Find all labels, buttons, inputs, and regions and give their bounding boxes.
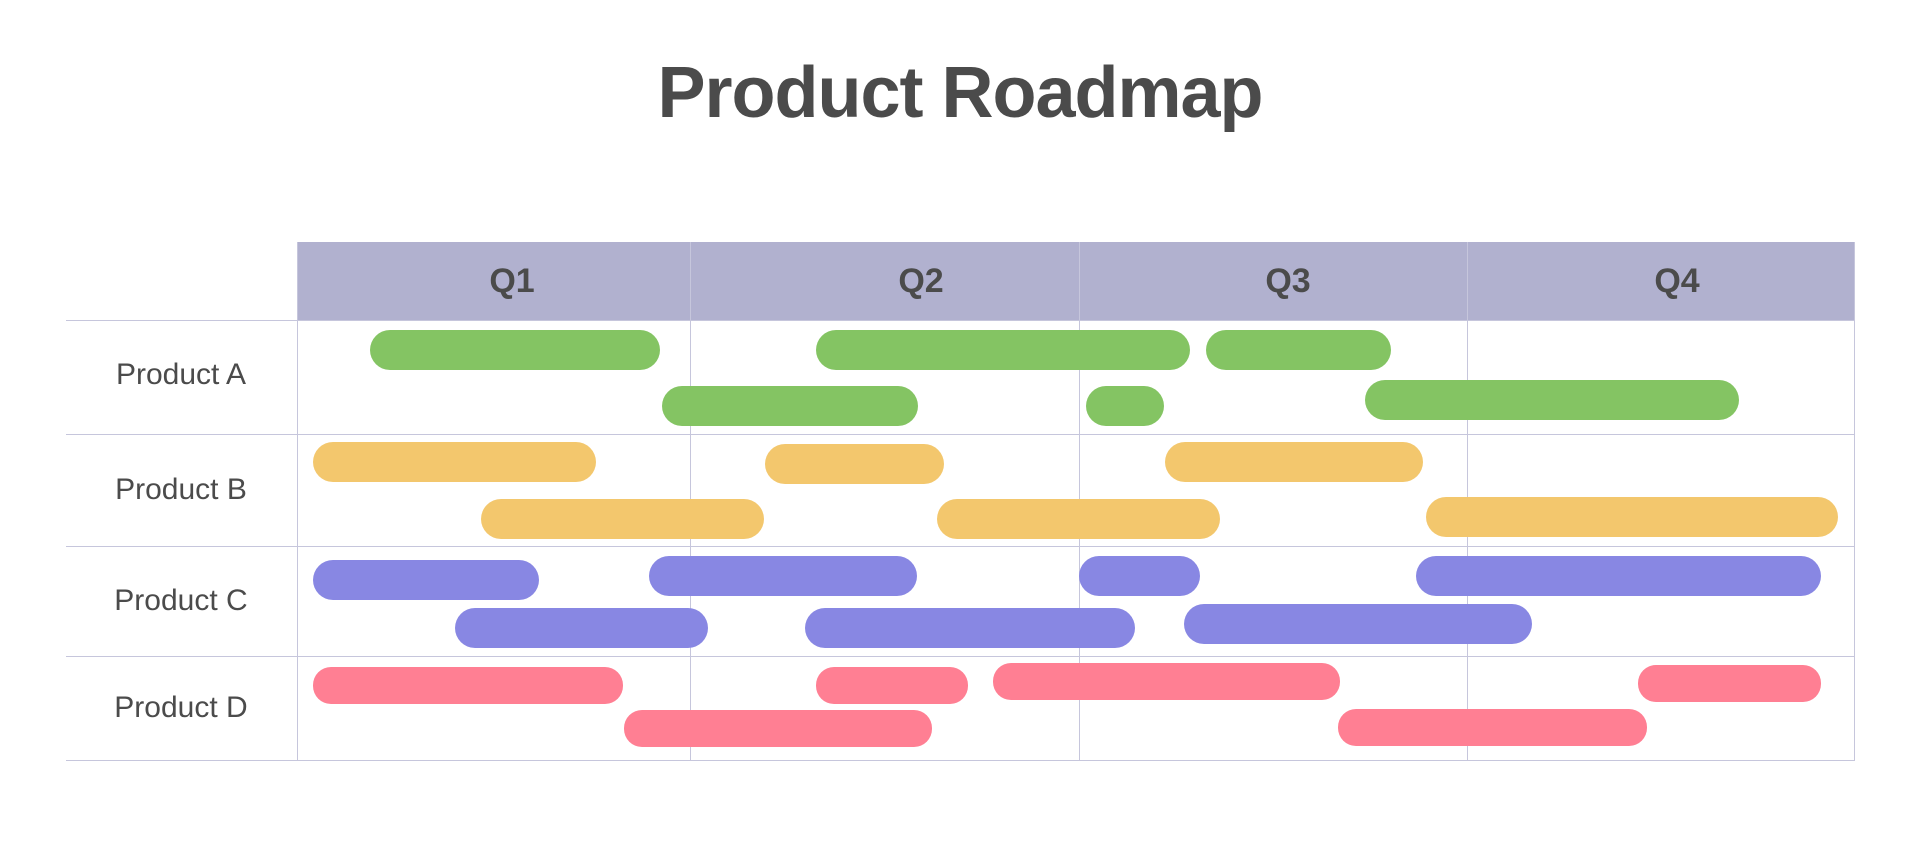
roadmap-bar-product-b[interactable] — [1165, 442, 1423, 482]
roadmap-bar-product-b[interactable] — [313, 442, 596, 482]
roadmap-bar-product-b[interactable] — [481, 499, 764, 539]
roadmap-bar-product-c[interactable] — [313, 560, 539, 600]
roadmap-bar-product-c[interactable] — [805, 608, 1135, 648]
grid-line — [66, 320, 1855, 321]
roadmap-bar-product-a[interactable] — [1365, 380, 1739, 420]
row-label-product-c: Product C — [114, 584, 248, 617]
quarter-q1-label: Q1 — [489, 262, 535, 300]
row-label-product-a: Product A — [115, 358, 247, 391]
grid-line — [1854, 242, 1855, 761]
grid-line — [66, 760, 1855, 761]
roadmap-bar-product-a[interactable] — [1206, 330, 1391, 370]
roadmap-bar-product-d[interactable] — [624, 710, 932, 747]
roadmap-bar-product-a[interactable] — [1086, 386, 1164, 426]
roadmap-bar-product-d[interactable] — [816, 667, 968, 704]
roadmap-bar-product-b[interactable] — [937, 499, 1220, 539]
grid-line — [297, 242, 298, 761]
roadmap-bar-product-b[interactable] — [765, 444, 944, 484]
page-title: Product Roadmap — [657, 53, 1263, 133]
roadmap-bar-product-c[interactable] — [1416, 556, 1821, 596]
roadmap-bar-product-c[interactable] — [1079, 556, 1200, 596]
roadmap-bar-product-d[interactable] — [1338, 709, 1647, 746]
roadmap-bar-product-d[interactable] — [313, 667, 623, 704]
grid-line — [66, 546, 1855, 547]
quarter-q4-label: Q4 — [1654, 262, 1700, 300]
roadmap-bar-product-a[interactable] — [370, 330, 660, 370]
grid-line — [66, 434, 1855, 435]
row-label-product-b: Product B — [115, 473, 247, 506]
roadmap-bar-product-a[interactable] — [662, 386, 918, 426]
roadmap-bar-product-d[interactable] — [993, 663, 1340, 700]
roadmap-bar-product-c[interactable] — [1184, 604, 1532, 644]
roadmap-bar-product-a[interactable] — [816, 330, 1190, 370]
grid-line — [66, 656, 1855, 657]
quarter-header — [297, 242, 1855, 321]
roadmap-bar-product-c[interactable] — [455, 608, 708, 648]
roadmap-bar-product-b[interactable] — [1426, 497, 1838, 537]
roadmap-bar-product-c[interactable] — [649, 556, 917, 596]
quarter-q3-label: Q3 — [1265, 262, 1311, 300]
roadmap-bar-product-d[interactable] — [1638, 665, 1821, 702]
row-label-product-d: Product D — [114, 691, 248, 724]
quarter-q2-label: Q2 — [898, 262, 944, 300]
